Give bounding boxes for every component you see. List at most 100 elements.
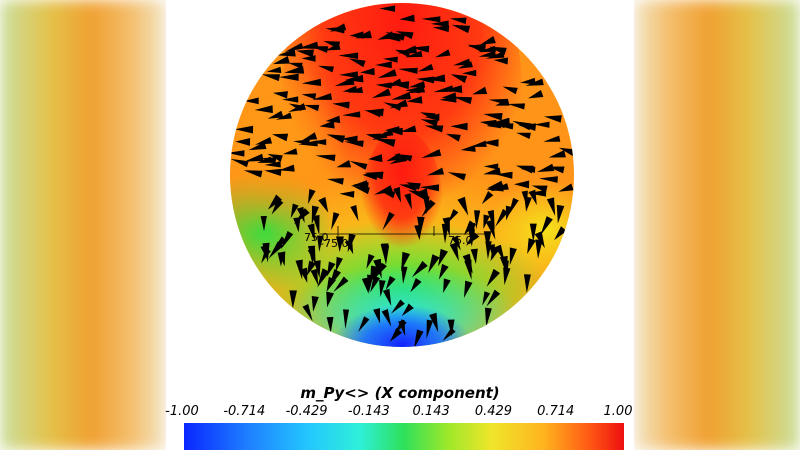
vector-arrow — [449, 242, 459, 262]
vector-arrow — [478, 50, 497, 57]
vector-arrow — [317, 268, 330, 288]
vector-arrow — [284, 65, 305, 74]
vector-arrow — [399, 14, 415, 22]
vector-arrow — [347, 86, 364, 93]
colorbar-tick-labels: -1.00 -0.714 -0.429 -0.143 0.143 0.429 0.714 1.… — [165, 404, 634, 422]
vector-arrow — [426, 319, 434, 339]
vector-arrow — [366, 108, 384, 117]
vector-arrow — [353, 182, 369, 190]
vector-arrow — [410, 277, 422, 293]
vector-arrow — [483, 163, 499, 170]
vector-arrow — [509, 247, 517, 266]
vector-arrow — [450, 74, 468, 83]
colorbar-tick: -0.429 — [285, 404, 328, 419]
vector-arrow — [329, 23, 347, 32]
vector-arrow — [348, 58, 366, 68]
vector-arrow — [472, 86, 488, 95]
vector-arrow — [430, 20, 449, 28]
vector-glyphs — [230, 5, 574, 347]
vector-arrow — [434, 49, 451, 58]
vector-arrow — [445, 85, 463, 94]
vector-arrow — [296, 49, 314, 58]
vector-arrow — [520, 77, 536, 85]
vector-arrow — [267, 110, 284, 119]
vector-arrow — [534, 121, 550, 128]
colorbar-tick: -1.00 — [165, 404, 199, 419]
vector-arrow — [368, 154, 383, 163]
vector-arrow — [339, 71, 358, 79]
visualization-viewport[interactable]: 75.0 -75.0 75.0 m_Py<> (X component) -1.… — [165, 0, 634, 450]
vector-arrow — [534, 231, 545, 249]
vector-arrow — [272, 133, 289, 142]
vector-arrow — [539, 176, 558, 183]
vector-arrow — [528, 89, 544, 99]
vector-arrow — [452, 96, 473, 105]
vector-arrow — [438, 248, 448, 267]
vector-arrow — [343, 309, 350, 330]
vector-arrow — [470, 140, 487, 147]
vector-arrow — [350, 204, 359, 222]
vector-arrow — [447, 209, 459, 223]
vector-arrow — [480, 36, 496, 45]
vector-arrow — [287, 62, 303, 69]
vector-arrow — [307, 245, 316, 266]
vector-arrow — [375, 138, 396, 147]
vector-arrow — [447, 172, 467, 181]
vector-arrow — [293, 139, 310, 146]
vector-arrow — [319, 120, 335, 129]
vector-arrow — [556, 204, 565, 224]
vector-arrow — [467, 44, 485, 53]
vector-arrow — [486, 183, 504, 192]
vector-arrow — [537, 163, 555, 172]
vector-arrow — [513, 180, 530, 189]
vector-arrow — [502, 86, 518, 95]
axis-label-small: 75.0 — [304, 231, 329, 244]
vector-arrow — [420, 112, 436, 120]
vector-arrow — [375, 82, 392, 89]
vector-arrow — [230, 150, 245, 157]
vector-arrow — [301, 78, 322, 86]
vector-arrow — [384, 126, 400, 133]
vector-arrow — [411, 45, 430, 53]
colorbar — [184, 423, 624, 450]
vector-arrow — [482, 139, 499, 147]
vector-arrow — [375, 61, 392, 69]
colorbar-tick: 1.00 — [603, 404, 633, 419]
vector-arrow — [399, 184, 418, 192]
vector-arrow — [315, 154, 336, 162]
vector-arrow — [307, 189, 316, 205]
vector-arrow — [544, 115, 562, 123]
vector-arrow — [327, 178, 344, 185]
vector-arrow — [312, 93, 333, 100]
vector-arrow — [482, 291, 491, 306]
vector-arrow — [502, 260, 509, 276]
vector-arrow — [310, 139, 327, 146]
axes-overlay — [320, 226, 486, 236]
vector-arrow — [508, 197, 519, 216]
vector-arrow — [457, 196, 469, 216]
vector-arrow — [313, 260, 321, 279]
vector-field-plot: 75.0 -75.0 75.0 — [230, 3, 574, 347]
vector-arrow — [420, 119, 439, 127]
vector-arrow — [406, 96, 423, 104]
vector-arrow — [301, 55, 316, 62]
vector-arrow — [374, 185, 393, 195]
vector-arrow — [284, 42, 304, 52]
vector-arrow — [317, 235, 324, 252]
vector-arrow — [470, 248, 478, 265]
vector-arrow — [413, 329, 424, 347]
vector-arrow — [495, 98, 510, 106]
colorbar-tick: -0.714 — [223, 404, 266, 419]
vector-arrow — [327, 261, 336, 277]
vector-arrow — [529, 223, 537, 243]
vector-arrow — [481, 191, 494, 205]
vector-arrow — [400, 125, 417, 133]
vector-arrow — [401, 303, 414, 317]
vector-arrow — [254, 105, 273, 114]
vector-arrow — [289, 290, 297, 309]
vector-arrow — [385, 32, 406, 41]
vector-arrow — [278, 73, 299, 81]
vector-arrow — [381, 309, 392, 327]
vector-arrow — [243, 170, 263, 178]
vector-arrow — [339, 190, 355, 198]
